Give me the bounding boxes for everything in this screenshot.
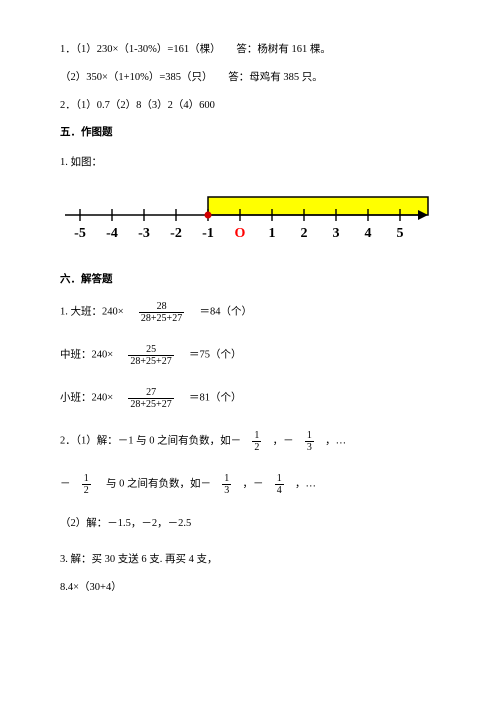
comma-neg: ，－ — [273, 436, 294, 447]
fraction-28-over-sum: 28 28+25+27 — [139, 301, 184, 324]
neg-sign: － — [60, 479, 71, 490]
svg-text:-3: -3 — [138, 226, 150, 241]
fraction-1-3b: 1 3 — [222, 473, 231, 496]
svg-text:-4: -4 — [106, 226, 118, 241]
frac-den: 4 — [275, 485, 284, 496]
frac-den: 3 — [222, 485, 231, 496]
q1-big-prefix: 1. 大班：240× — [60, 307, 124, 318]
q2-part2: （2）解：－1.5，－2，－2.5 — [60, 516, 440, 532]
svg-text:5: 5 — [397, 226, 404, 241]
frac-num: 1 — [252, 430, 261, 442]
ellipsis-2: ，… — [295, 479, 316, 490]
q2-part1-line1: 2．（1）解：－1 与 0 之间有负数，如－ 1 2 ，－ 1 3 ，… — [60, 430, 440, 453]
frac-num: 1 — [82, 473, 91, 485]
q1-small-prefix: 小班：240× — [60, 393, 113, 404]
svg-text:3: 3 — [333, 226, 340, 241]
fraction-1-4: 1 4 — [275, 473, 284, 496]
frac-den: 3 — [305, 442, 314, 453]
q3-line1: 3. 解：买 30 支送 6 支. 再买 4 支， — [60, 552, 440, 568]
frac-den: 28+25+27 — [139, 313, 184, 324]
q1-row-big: 1. 大班：240× 28 28+25+27 ＝84（个） — [60, 301, 440, 324]
fraction-1-2b: 1 2 — [82, 473, 91, 496]
section-6-title: 六．解答题 — [60, 272, 440, 288]
q1-mid-prefix: 中班：240× — [60, 350, 113, 361]
ellipsis: ，… — [325, 436, 346, 447]
frac-num: 1 — [222, 473, 231, 485]
frac-num: 27 — [128, 387, 173, 399]
fraction-27-over-sum: 27 28+25+27 — [128, 387, 173, 410]
answer-line-1: 1．（1）230×（1-30%）=161（棵） 答：杨树有 161 棵。 — [60, 42, 440, 58]
fraction-1-3: 1 3 — [305, 430, 314, 453]
svg-text:-5: -5 — [74, 226, 86, 241]
frac-num: 1 — [305, 430, 314, 442]
svg-text:1: 1 — [269, 226, 276, 241]
answer-line-3: 2．（1）0.7（2）8（3）2（4）600 — [60, 98, 440, 114]
fraction-25-over-sum: 25 28+25+27 — [128, 344, 173, 367]
comma-neg-2: ，－ — [243, 479, 264, 490]
frac-den: 2 — [252, 442, 261, 453]
number-line-figure: -5 -4 -3 -2 -1 O 1 2 3 4 5 — [60, 183, 440, 254]
q1-row-mid: 中班：240× 25 28+25+27 ＝75（个） — [60, 344, 440, 367]
svg-text:O: O — [235, 226, 246, 241]
answer-line-2: （2）350×（1+10%）=385（只） 答：母鸡有 385 只。 — [60, 70, 440, 86]
frac-den: 28+25+27 — [128, 399, 173, 410]
q3-line2: 8.4×（30+4） — [60, 580, 440, 596]
section-5-item: 1. 如图： — [60, 155, 440, 171]
q2-1-prefix: 2．（1）解：－1 与 0 之间有负数，如－ — [60, 436, 241, 447]
q1-mid-suffix: ＝75（个） — [189, 350, 242, 361]
q2-part1-line2: － 1 2 与 0 之间有负数，如－ 1 3 ，－ 1 4 ，… — [60, 473, 440, 496]
svg-text:2: 2 — [301, 226, 308, 241]
q1-row-small: 小班：240× 27 28+25+27 ＝81（个） — [60, 387, 440, 410]
fraction-1-2: 1 2 — [252, 430, 261, 453]
section-5-title: 五．作图题 — [60, 125, 440, 141]
q1-big-suffix: ＝84（个） — [199, 307, 252, 318]
svg-text:4: 4 — [365, 226, 372, 241]
svg-text:-2: -2 — [170, 226, 182, 241]
frac-num: 28 — [139, 301, 184, 313]
frac-num: 1 — [275, 473, 284, 485]
frac-num: 25 — [128, 344, 173, 356]
q1-small-suffix: ＝81（个） — [189, 393, 242, 404]
frac-den: 28+25+27 — [128, 356, 173, 367]
q2-b-text: 与 0 之间有负数，如－ — [106, 479, 211, 490]
svg-text:-1: -1 — [202, 226, 214, 241]
frac-den: 2 — [82, 485, 91, 496]
